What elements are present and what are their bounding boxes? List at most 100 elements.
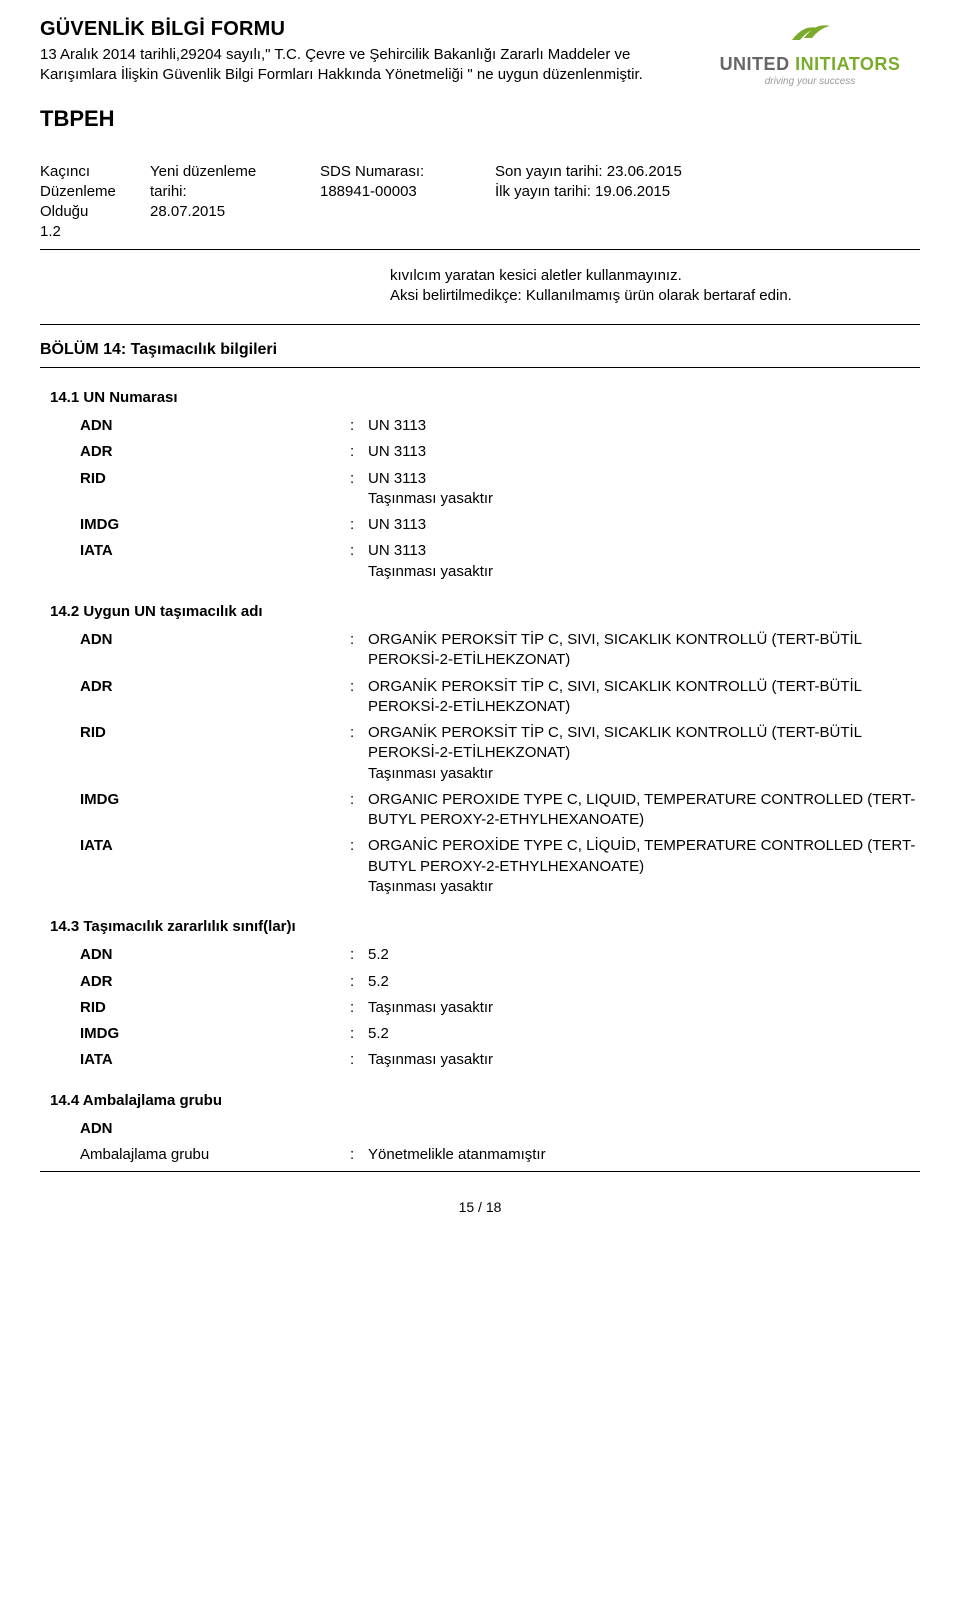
footer-divider: [40, 1171, 920, 1172]
kv-key: IATA: [80, 541, 350, 582]
kv-key: ADN: [80, 416, 350, 436]
kv-key: RID: [80, 469, 350, 510]
divider: [40, 249, 920, 250]
logo-text: UNITED INITIATORS: [700, 52, 920, 76]
kv-row: ADN:5.2: [80, 945, 920, 965]
kv-colon: :: [350, 998, 368, 1018]
kv-row: RID:ORGANİK PEROKSİT TİP C, SIVI, SICAKL…: [80, 723, 920, 784]
kv-value: [368, 1119, 920, 1139]
logo-word-2: INITIATORS: [795, 54, 900, 74]
kv-key: IMDG: [80, 790, 350, 831]
kv-value: UN 3113Taşınması yasaktır: [368, 541, 920, 582]
kv-row: ADN:UN 3113: [80, 416, 920, 436]
kv-row: IATA:ORGANİC PEROXİDE TYPE C, LİQUİD, TE…: [80, 836, 920, 897]
meta-text: Olduğu: [40, 202, 150, 222]
kv-colon: :: [350, 1050, 368, 1070]
kv-row: IATA:Taşınması yasaktır: [80, 1050, 920, 1070]
kv-value: ORGANİK PEROKSİT TİP C, SIVI, SICAKLIK K…: [368, 630, 920, 671]
kv-row: IMDG:ORGANIC PEROXIDE TYPE C, LIQUID, TE…: [80, 790, 920, 831]
meta-text: 1.2: [40, 222, 150, 242]
product-name: TBPEH: [40, 104, 920, 134]
kv-colon: :: [350, 442, 368, 462]
kv-value: ORGANİK PEROKSİT TİP C, SIVI, SICAKLIK K…: [368, 677, 920, 718]
subsection-14-2-rows: ADN:ORGANİK PEROKSİT TİP C, SIVI, SICAKL…: [40, 630, 920, 897]
page-number: 15 / 18: [40, 1198, 920, 1217]
meta-text: Kaçıncı: [40, 162, 150, 182]
meta-text: SDS Numarası:: [320, 162, 495, 182]
kv-value: 5.2: [368, 1024, 920, 1044]
kv-key: ADN: [80, 945, 350, 965]
divider: [40, 367, 920, 368]
meta-text: Düzenleme: [40, 182, 150, 202]
kv-value: UN 3113: [368, 416, 920, 436]
meta-col-3: SDS Numarası: 188941-00003: [320, 162, 495, 243]
meta-text: Son yayın tarihi: 23.06.2015: [495, 162, 920, 182]
kv-key: RID: [80, 723, 350, 784]
company-logo: UNITED INITIATORS driving your success: [700, 16, 920, 88]
kv-key: IMDG: [80, 515, 350, 535]
subsection-14-4-rows: ADN Ambalajlama grubu:Yönetmelikle atanma…: [40, 1119, 920, 1166]
kv-key: ADR: [80, 677, 350, 718]
subsection-14-3-rows: ADN:5.2ADR:5.2RID:Taşınması yasaktırIMDG…: [40, 945, 920, 1070]
kv-value: Taşınması yasaktır: [368, 1050, 920, 1070]
kv-value: ORGANİC PEROXİDE TYPE C, LİQUİD, TEMPERA…: [368, 836, 920, 897]
logo-word-1: UNITED: [720, 54, 790, 74]
kv-row: Ambalajlama grubu:Yönetmelikle atanmamış…: [80, 1145, 920, 1165]
kv-row: ADN: [80, 1119, 920, 1139]
kv-row: RID:Taşınması yasaktır: [80, 998, 920, 1018]
kv-colon: :: [350, 515, 368, 535]
note-line: kıvılcım yaratan kesici aletler kullanma…: [390, 266, 920, 286]
leaf-swoosh-icon: [786, 20, 834, 46]
meta-text: 188941-00003: [320, 182, 495, 202]
kv-row: ADN:ORGANİK PEROKSİT TİP C, SIVI, SICAKL…: [80, 630, 920, 671]
kv-row: ADR:ORGANİK PEROKSİT TİP C, SIVI, SICAKL…: [80, 677, 920, 718]
kv-colon: :: [350, 541, 368, 582]
note-block: kıvılcım yaratan kesici aletler kullanma…: [390, 266, 920, 307]
subsection-14-1-title: 14.1 UN Numarası: [50, 388, 920, 408]
subsection-14-4-title: 14.4 Ambalajlama grubu: [50, 1091, 920, 1111]
kv-row: IATA:UN 3113Taşınması yasaktır: [80, 541, 920, 582]
document-subtitle: 13 Aralık 2014 tarihli,29204 sayılı," T.…: [40, 45, 680, 86]
divider: [40, 324, 920, 325]
kv-key: Ambalajlama grubu: [80, 1145, 350, 1165]
kv-key: IMDG: [80, 1024, 350, 1044]
subsection-14-1-rows: ADN:UN 3113ADR:UN 3113RID:UN 3113Taşınma…: [40, 416, 920, 582]
kv-value: UN 3113: [368, 515, 920, 535]
meta-col-2: Yeni düzenleme tarihi: 28.07.2015: [150, 162, 320, 243]
kv-colon: :: [350, 790, 368, 831]
kv-colon: [350, 1119, 368, 1139]
meta-col-1: Kaçıncı Düzenleme Olduğu 1.2: [40, 162, 150, 243]
meta-block: Kaçıncı Düzenleme Olduğu 1.2 Yeni düzenl…: [40, 162, 920, 243]
kv-value: 5.2: [368, 945, 920, 965]
kv-key: RID: [80, 998, 350, 1018]
kv-key: IATA: [80, 836, 350, 897]
kv-value: 5.2: [368, 972, 920, 992]
meta-text: Yeni düzenleme: [150, 162, 320, 182]
kv-colon: :: [350, 836, 368, 897]
kv-colon: :: [350, 630, 368, 671]
meta-col-4: Son yayın tarihi: 23.06.2015 İlk yayın t…: [495, 162, 920, 243]
section-14-title: BÖLÜM 14: Taşımacılık bilgileri: [40, 339, 920, 361]
note-line: Aksi belirtilmedikçe: Kullanılmamış ürün…: [390, 286, 920, 306]
kv-key: ADR: [80, 972, 350, 992]
kv-row: ADR:5.2: [80, 972, 920, 992]
kv-colon: :: [350, 945, 368, 965]
kv-value: ORGANİK PEROKSİT TİP C, SIVI, SICAKLIK K…: [368, 723, 920, 784]
kv-key: ADN: [80, 1119, 350, 1139]
kv-colon: :: [350, 1024, 368, 1044]
subsection-14-2-title: 14.2 Uygun UN taşımacılık adı: [50, 602, 920, 622]
kv-value: UN 3113: [368, 442, 920, 462]
header-text-block: GÜVENLİK BİLGİ FORMU 13 Aralık 2014 tari…: [40, 16, 700, 86]
kv-colon: :: [350, 723, 368, 784]
meta-text: 28.07.2015: [150, 202, 320, 222]
kv-colon: :: [350, 416, 368, 436]
kv-row: RID:UN 3113Taşınması yasaktır: [80, 469, 920, 510]
kv-value: UN 3113Taşınması yasaktır: [368, 469, 920, 510]
kv-row: IMDG:UN 3113: [80, 515, 920, 535]
kv-colon: :: [350, 677, 368, 718]
kv-colon: :: [350, 469, 368, 510]
kv-key: ADR: [80, 442, 350, 462]
kv-value: Yönetmelikle atanmamıştır: [368, 1145, 920, 1165]
kv-value: Taşınması yasaktır: [368, 998, 920, 1018]
kv-value: ORGANIC PEROXIDE TYPE C, LIQUID, TEMPERA…: [368, 790, 920, 831]
